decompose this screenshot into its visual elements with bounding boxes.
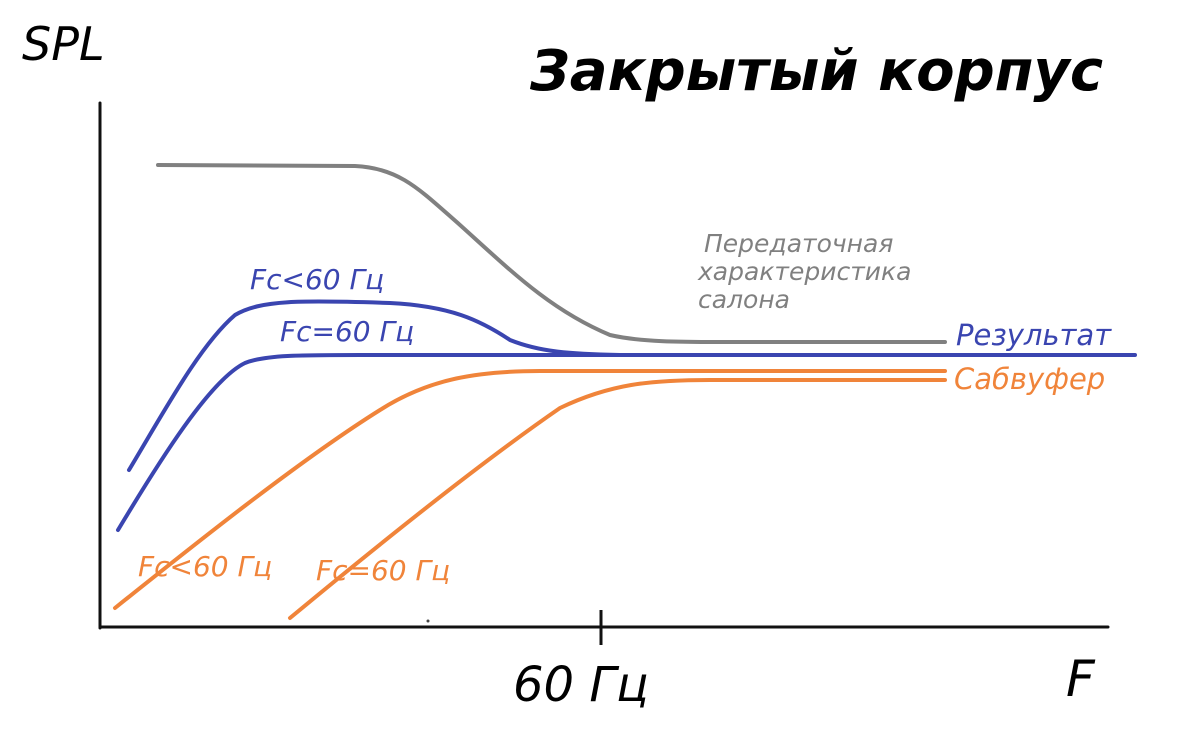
cabin-label-line-3: салона <box>698 285 790 314</box>
diagram-title: Закрытый корпус <box>529 39 1103 104</box>
x-axis-label: F <box>1066 650 1096 708</box>
result-curve-fc-eq <box>116 353 1137 532</box>
cabin-label-line-1: Передаточная <box>704 229 893 258</box>
result-fc-eq-label: Fc=60 Гц <box>280 315 414 348</box>
result-curve-fc-low <box>127 299 622 472</box>
subwoofer-fc-eq-label: Fc=60 Гц <box>316 554 450 587</box>
result-fc-low-label: Fc<60 Гц <box>250 263 384 296</box>
axis-speck <box>426 619 430 623</box>
subwoofer-curve-fc-eq <box>288 378 947 620</box>
result-label: Результат <box>956 318 1112 352</box>
x-tick-label: 60 Гц <box>513 657 649 713</box>
subwoofer-curve-fc-low <box>113 369 947 610</box>
cabin-label-line-2: характеристика <box>697 257 911 286</box>
subwoofer-fc-low-label: Fc<60 Гц <box>138 550 272 583</box>
y-axis-label: SPL <box>22 17 105 71</box>
cabin-response-curve <box>156 163 947 344</box>
subwoofer-label: Сабвуфер <box>954 362 1105 396</box>
